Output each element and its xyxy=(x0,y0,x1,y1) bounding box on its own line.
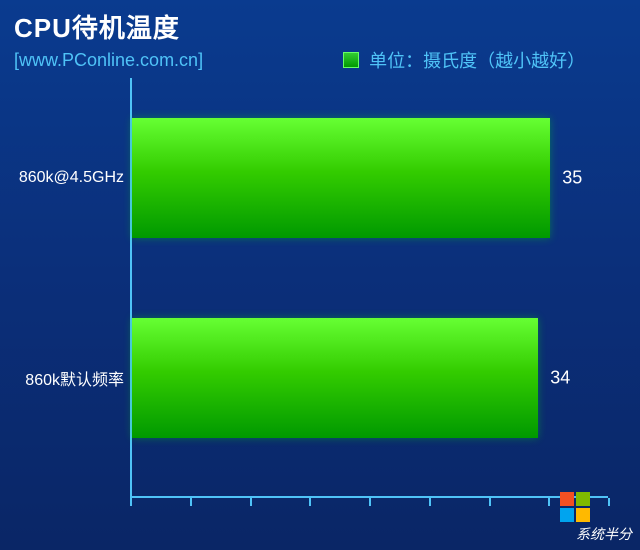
logo-tile xyxy=(576,508,590,522)
bar-group: 34860k默认频率 xyxy=(132,318,538,438)
x-tick xyxy=(369,498,371,506)
watermark-brand: 系统半分 xyxy=(576,524,632,544)
bar-value: 35 xyxy=(562,168,582,189)
x-tick xyxy=(489,498,491,506)
x-tick xyxy=(309,498,311,506)
bar: 34 xyxy=(132,318,538,438)
chart-title: CPU待机温度 xyxy=(14,8,626,45)
x-tick xyxy=(130,498,132,506)
bar-group: 35860k@4.5GHz xyxy=(132,118,550,238)
x-tick xyxy=(429,498,431,506)
x-tick xyxy=(190,498,192,506)
chart-area: 35860k@4.5GHz 34860k默认频率 xyxy=(130,78,608,498)
bar: 35 xyxy=(132,118,550,238)
chart-header: CPU待机温度 [www.PConline.com.cn] 单位：摄氏度（越小越… xyxy=(0,0,640,77)
x-tick xyxy=(250,498,252,506)
bar-value: 34 xyxy=(550,368,570,389)
x-tick xyxy=(608,498,610,506)
source-url: [www.PConline.com.cn] xyxy=(14,50,203,71)
legend: 单位：摄氏度（越小越好） xyxy=(343,47,585,73)
subtitle-row: [www.PConline.com.cn] 单位：摄氏度（越小越好） xyxy=(14,47,626,73)
bar-label: 860k默认频率 xyxy=(4,366,124,390)
logo-tile xyxy=(576,492,590,506)
x-tick xyxy=(548,498,550,506)
logo-tile xyxy=(560,508,574,522)
legend-text: 单位：摄氏度（越小越好） xyxy=(369,47,585,73)
watermark-logo-icon xyxy=(560,492,590,522)
bar-label: 860k@4.5GHz xyxy=(4,169,124,187)
legend-swatch-icon xyxy=(343,52,359,68)
logo-tile xyxy=(560,492,574,506)
